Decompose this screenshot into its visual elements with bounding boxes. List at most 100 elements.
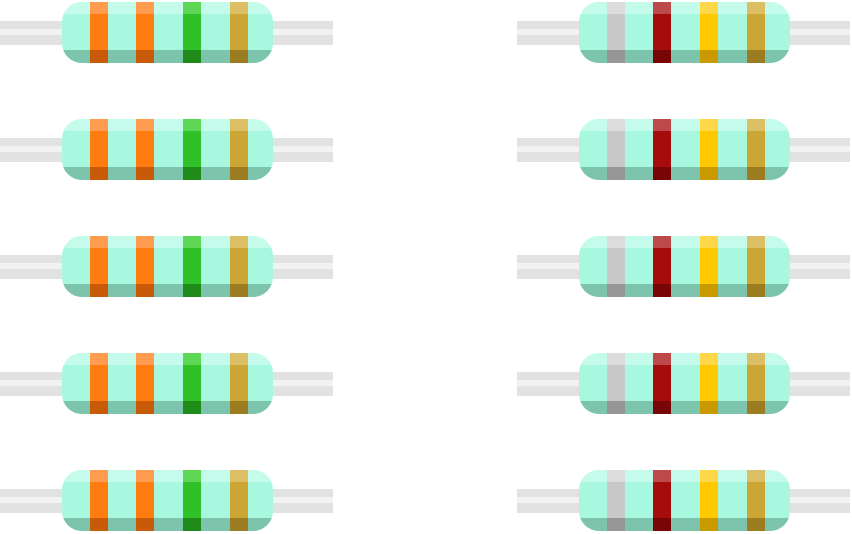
band-green-shadow — [183, 518, 201, 531]
band-gold-shadow — [747, 50, 765, 63]
band-green — [183, 2, 201, 63]
band-yellow-highlight — [700, 470, 718, 482]
resistor-body — [579, 470, 790, 531]
lead-right-highlight — [253, 497, 333, 503]
lead-right-highlight — [253, 29, 333, 35]
band-gold-shadow — [747, 284, 765, 297]
band-gold-highlight — [230, 470, 248, 482]
lead-right-highlight — [253, 263, 333, 269]
band-orange-highlight — [136, 353, 154, 365]
band-gold — [230, 119, 248, 180]
lead-right-highlight — [770, 263, 850, 269]
band-red-shadow — [653, 50, 671, 63]
body-shadow — [62, 167, 273, 180]
lead-right-highlight — [770, 380, 850, 386]
resistor-body — [579, 236, 790, 297]
band-orange-shadow — [136, 50, 154, 63]
band-yellow-highlight — [700, 2, 718, 14]
resistor-body — [62, 353, 273, 414]
body-shadow — [579, 518, 790, 531]
resistor-body — [579, 119, 790, 180]
band-red-shadow — [653, 167, 671, 180]
band-orange — [90, 470, 108, 531]
body-shadow — [579, 284, 790, 297]
band-yellow-shadow — [700, 50, 718, 63]
resistor-right-column-5 — [517, 470, 850, 531]
lead-right-highlight — [770, 497, 850, 503]
band-gold-highlight — [230, 236, 248, 248]
band-gold-highlight — [747, 2, 765, 14]
band-gold — [747, 2, 765, 63]
band-red-highlight — [653, 470, 671, 482]
band-orange-shadow — [90, 401, 108, 414]
body-shadow — [62, 50, 273, 63]
band-gold-highlight — [747, 353, 765, 365]
body-highlight — [579, 353, 790, 365]
band-yellow — [700, 353, 718, 414]
lead-left-highlight — [0, 380, 80, 386]
band-orange — [90, 353, 108, 414]
band-gray-highlight — [607, 353, 625, 365]
band-red — [653, 2, 671, 63]
band-gray-shadow — [607, 518, 625, 531]
band-orange-highlight — [136, 119, 154, 131]
body-highlight — [62, 236, 273, 248]
band-gray — [607, 236, 625, 297]
band-yellow-highlight — [700, 236, 718, 248]
band-gold-shadow — [747, 518, 765, 531]
band-orange-highlight — [90, 353, 108, 365]
band-gold — [230, 353, 248, 414]
resistor-left-column-3 — [0, 236, 333, 297]
band-red — [653, 119, 671, 180]
band-gray — [607, 353, 625, 414]
body-highlight — [579, 236, 790, 248]
band-green-shadow — [183, 401, 201, 414]
lead-right-highlight — [253, 146, 333, 152]
band-gray-shadow — [607, 401, 625, 414]
band-orange-shadow — [90, 284, 108, 297]
band-red-shadow — [653, 284, 671, 297]
body-highlight — [62, 470, 273, 482]
body-highlight — [579, 470, 790, 482]
band-gray — [607, 119, 625, 180]
band-gold-highlight — [230, 2, 248, 14]
band-green-shadow — [183, 50, 201, 63]
band-orange-shadow — [136, 401, 154, 414]
band-gray-shadow — [607, 167, 625, 180]
band-green-highlight — [183, 236, 201, 248]
lead-left-highlight — [517, 497, 597, 503]
band-yellow-shadow — [700, 401, 718, 414]
band-orange — [136, 236, 154, 297]
band-orange-highlight — [90, 119, 108, 131]
lead-left-highlight — [0, 29, 80, 35]
body-shadow — [579, 167, 790, 180]
lead-left-highlight — [517, 29, 597, 35]
band-orange-shadow — [90, 50, 108, 63]
band-gray-shadow — [607, 284, 625, 297]
band-gold-shadow — [230, 50, 248, 63]
band-gray-shadow — [607, 50, 625, 63]
band-gray-highlight — [607, 119, 625, 131]
band-gold — [747, 470, 765, 531]
resistor-body — [62, 236, 273, 297]
band-orange-shadow — [90, 167, 108, 180]
resistor-right-column-3 — [517, 236, 850, 297]
band-orange-shadow — [136, 518, 154, 531]
band-gold-shadow — [747, 167, 765, 180]
band-green — [183, 236, 201, 297]
band-orange-highlight — [136, 236, 154, 248]
lead-right-highlight — [770, 146, 850, 152]
band-gray-highlight — [607, 470, 625, 482]
lead-left-highlight — [517, 263, 597, 269]
band-orange — [136, 470, 154, 531]
resistor-right-column-2 — [517, 119, 850, 180]
band-red-highlight — [653, 353, 671, 365]
band-gray-highlight — [607, 2, 625, 14]
band-orange-highlight — [136, 2, 154, 14]
band-yellow-shadow — [700, 284, 718, 297]
band-green-highlight — [183, 470, 201, 482]
band-orange-shadow — [136, 284, 154, 297]
band-orange — [90, 119, 108, 180]
